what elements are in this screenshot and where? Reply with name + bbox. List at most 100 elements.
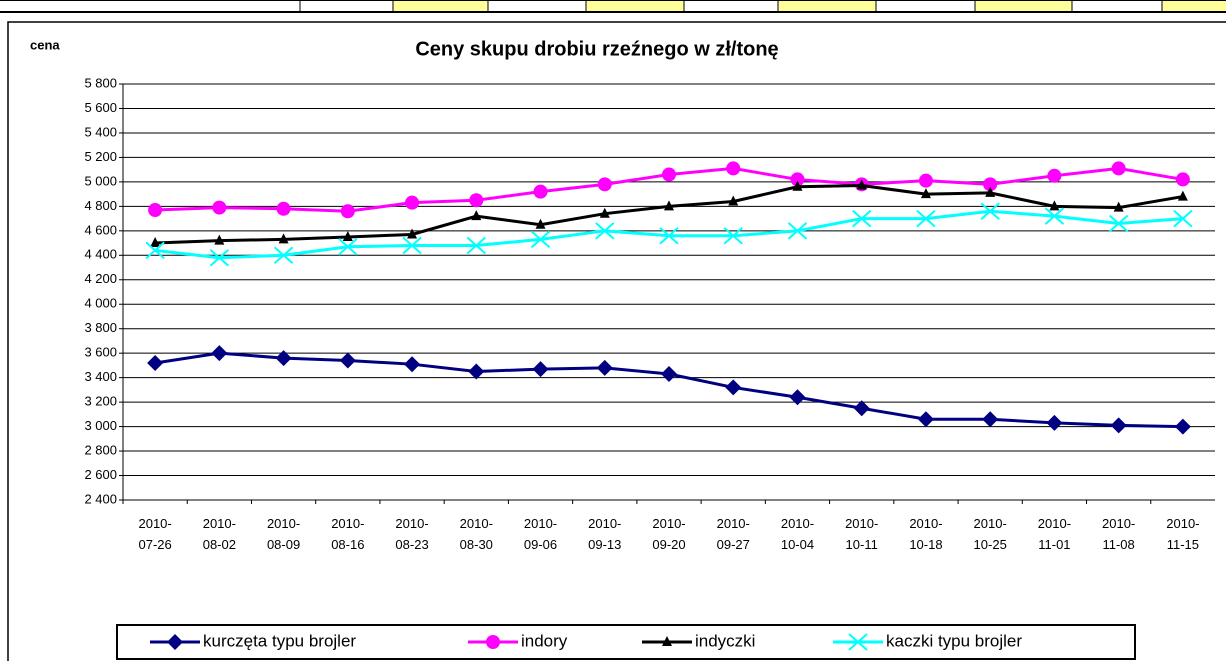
sheet-cell bbox=[778, 1, 876, 11]
x-tick-label: 2010-09-27 bbox=[716, 516, 750, 552]
marker bbox=[404, 356, 421, 373]
marker bbox=[209, 248, 230, 267]
y-tick-label: 5 800 bbox=[84, 75, 117, 90]
x-tick-label: 2010-08-23 bbox=[395, 516, 429, 552]
marker bbox=[276, 201, 291, 216]
marker bbox=[1111, 161, 1126, 176]
marker bbox=[852, 209, 872, 228]
x-tick-label: 2010-11-08 bbox=[1102, 516, 1136, 552]
y-tick-label: 5 000 bbox=[84, 173, 117, 188]
marker bbox=[468, 363, 485, 380]
marker bbox=[486, 635, 500, 649]
marker bbox=[596, 359, 613, 376]
marker bbox=[275, 350, 292, 367]
marker bbox=[790, 172, 805, 187]
legend bbox=[116, 624, 1136, 660]
marker bbox=[535, 218, 546, 229]
marker bbox=[1044, 207, 1065, 225]
marker bbox=[278, 233, 289, 244]
marker bbox=[273, 246, 294, 265]
x-tick-label: 2010-10-18 bbox=[909, 516, 943, 552]
y-tick-label: 2 600 bbox=[84, 467, 117, 482]
x-tick-label: 2010-08-02 bbox=[202, 516, 236, 552]
marker bbox=[917, 411, 934, 428]
marker bbox=[214, 234, 225, 245]
marker bbox=[1175, 172, 1190, 187]
marker bbox=[145, 241, 165, 260]
marker bbox=[469, 193, 484, 208]
y-tick-label: 3 400 bbox=[84, 369, 117, 384]
marker bbox=[1049, 200, 1060, 211]
y-tick-label: 4 200 bbox=[84, 271, 117, 286]
x-tick-label: 2010-11-01 bbox=[1037, 516, 1072, 552]
marker bbox=[664, 200, 674, 211]
marker bbox=[983, 177, 998, 192]
y-tick-label: 3 800 bbox=[84, 320, 117, 335]
marker bbox=[789, 389, 806, 406]
marker bbox=[342, 230, 353, 241]
marker bbox=[340, 204, 355, 219]
marker bbox=[985, 186, 996, 197]
marker bbox=[212, 200, 227, 215]
chart-area bbox=[7, 21, 1226, 661]
marker bbox=[407, 228, 418, 239]
x-tick-label: 2010-08-16 bbox=[331, 516, 365, 552]
marker bbox=[147, 354, 164, 371]
marker bbox=[530, 230, 551, 249]
y-tick-label: 3 600 bbox=[84, 345, 117, 360]
x-tick-label: 2010-09-06 bbox=[523, 516, 558, 552]
marker bbox=[659, 226, 679, 245]
x-tick-label: 2010-07-26 bbox=[138, 516, 172, 552]
y-tick-label: 3 200 bbox=[84, 394, 117, 409]
marker bbox=[167, 634, 183, 650]
marker bbox=[466, 236, 486, 255]
marker bbox=[405, 195, 420, 210]
y-axis-title: cena bbox=[30, 37, 60, 52]
marker bbox=[920, 188, 931, 199]
marker bbox=[853, 400, 870, 417]
marker bbox=[980, 202, 1000, 220]
sheet-cell bbox=[975, 1, 1072, 11]
chart-title: Ceny skupu drobiu rzeźnego w zł/tonę bbox=[415, 38, 778, 60]
x-tick-label: 2010-09-13 bbox=[588, 516, 622, 552]
marker bbox=[661, 365, 677, 382]
y-tick-label: 4 400 bbox=[84, 247, 117, 262]
sheet-dividers bbox=[299, 0, 1163, 12]
marker bbox=[211, 345, 228, 362]
marker bbox=[533, 184, 548, 199]
x-tick-label: 2010-08-09 bbox=[266, 516, 301, 552]
marker bbox=[787, 222, 808, 240]
x-tick-label: 2010-10-25 bbox=[973, 516, 1007, 552]
legend-label: indory bbox=[521, 631, 568, 650]
marker bbox=[848, 633, 868, 651]
marker bbox=[916, 209, 936, 228]
marker bbox=[597, 177, 612, 192]
y-tick-label: 3 000 bbox=[84, 418, 117, 433]
marker bbox=[339, 352, 356, 369]
marker bbox=[1108, 214, 1129, 233]
legend-label: kaczki typu brojler bbox=[886, 631, 1022, 650]
marker bbox=[725, 379, 742, 396]
legend-label: kurczęta typu brojler bbox=[203, 631, 356, 650]
marker bbox=[1046, 414, 1063, 431]
marker bbox=[402, 236, 422, 255]
marker bbox=[662, 636, 672, 646]
marker bbox=[1110, 417, 1127, 434]
marker bbox=[1047, 168, 1062, 183]
x-tick-label: 2010-09-20 bbox=[652, 516, 686, 552]
x-tick-label: 2010-08-30 bbox=[459, 516, 493, 552]
marker bbox=[1174, 418, 1191, 435]
marker bbox=[532, 361, 549, 378]
marker bbox=[150, 237, 161, 248]
y-tick-label: 5 600 bbox=[84, 100, 117, 115]
y-tick-label: 2 800 bbox=[84, 442, 117, 457]
marker bbox=[1177, 190, 1188, 201]
marker bbox=[148, 203, 163, 218]
sheet-cell bbox=[586, 1, 684, 11]
y-tick-label: 2 400 bbox=[84, 491, 117, 506]
marker bbox=[595, 222, 615, 240]
marker bbox=[471, 210, 482, 221]
legend-label: indyczki bbox=[695, 631, 755, 650]
y-tick-label: 4 800 bbox=[84, 198, 117, 213]
